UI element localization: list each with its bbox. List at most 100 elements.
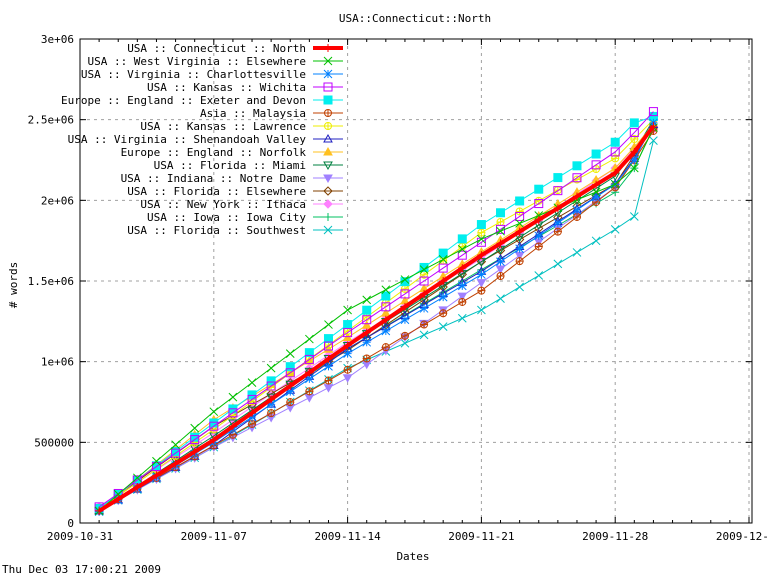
data-point-box [171,448,181,458]
legend-entry: USA :: Connecticut :: North [127,42,343,55]
data-point-plus [496,239,505,248]
data-point-circle [458,297,467,306]
data-point-circle [381,343,390,352]
data-point-plus [324,213,332,221]
y-tick-label: 0 [67,517,74,530]
data-point-plus [114,495,123,504]
data-point-star [285,387,295,397]
data-point-star [323,69,333,79]
data-point-plus [515,227,524,236]
data-point-circle [400,284,409,293]
data-point-plus [95,506,104,515]
series-0 [95,122,658,515]
legend-label: USA :: Iowa :: Iowa City [147,211,306,224]
data-point-plus [592,180,601,189]
legend-entry: USA :: Kansas :: Wichita [147,81,343,94]
data-point-box [610,147,620,157]
y-tick-label: 2.5e+06 [28,114,74,127]
legend-label: USA :: Virginia :: Charlottesville [81,68,306,81]
data-point-circle [515,257,524,266]
legend-label: USA :: Virginia :: Shenandoah Valley [68,133,307,146]
data-point-filled-triangle [380,308,391,317]
data-point-circle [420,320,429,329]
series-3 [94,107,658,512]
data-point-cross [610,225,620,234]
data-point-star [477,270,486,279]
data-point-circle [343,365,352,374]
data-point-cross [419,265,429,274]
legend-label: USA :: Indiana :: Notre Dame [121,172,306,185]
data-point-cross [305,334,314,344]
series-line [98,124,656,513]
data-point-down-triangle [323,161,333,171]
data-point-filled-box [381,291,391,301]
data-point-box [476,237,486,247]
data-point-cross [190,423,200,433]
data-point-star [591,192,601,202]
legend-entry: USA :: Florida :: Miami [154,159,343,172]
data-point-plus [611,168,620,177]
data-point-box [400,289,410,299]
data-point-filled-box [304,348,314,358]
data-point-plus [477,251,486,260]
data-point-cross [362,295,372,305]
series-line [98,111,654,508]
data-point-cross [496,226,505,236]
data-point-filled-box [591,149,601,159]
data-point-box [419,276,429,286]
data-point-plus [171,459,180,468]
data-point-filled-triangle [361,320,372,329]
data-point-star [305,374,314,384]
data-point-box [343,328,353,338]
legend-label: USA :: Kansas :: Lawrence [140,120,306,133]
data-point-plus [324,354,333,363]
data-point-cross [285,349,295,358]
data-point-box [247,394,257,404]
data-point-circle [572,212,581,221]
data-point-circle [553,227,562,236]
data-point-filled-box [457,234,467,244]
data-point-filled-box [572,161,582,171]
legend-label: USA :: West Virginia :: Elsewhere [87,55,306,68]
data-point-filled-box [553,173,563,183]
data-point-filled-down-triangle [476,279,487,288]
x-tick-label: 2009-11-28 [582,530,648,543]
data-point-diamond [419,295,429,305]
data-point-plus [420,289,429,298]
data-point-cross [629,163,639,173]
legend-label: USA :: Florida :: Southwest [127,224,306,237]
data-point-cross [610,179,620,189]
data-point-plus [553,204,562,213]
data-point-filled-box [629,118,639,128]
legend-entry: Europe :: England :: Norfolk [121,146,343,159]
data-point-plus [248,408,257,417]
data-point-circle [267,409,276,418]
data-point-cross [419,330,429,340]
legend-entry: USA :: Indiana :: Notre Dame [121,172,343,185]
y-axis-label: # words [7,262,20,308]
data-point-circle [439,309,448,318]
data-point-filled-box [323,95,333,105]
data-point-circle [477,228,486,237]
data-point-filled-box [438,248,448,258]
data-point-filled-box [343,320,353,330]
data-point-box [438,263,448,273]
legend-entry: USA :: West Virginia :: Elsewhere [87,55,343,68]
data-point-plus [362,328,371,337]
x-tick-label: 2009-11-21 [448,530,514,543]
data-point-plus [439,277,448,285]
legend-entry: USA :: Florida :: Southwest [127,224,343,237]
data-point-diamond [323,186,333,196]
data-point-plus [305,368,314,377]
x-tick-label: 2009-12-05 [716,530,768,543]
data-point-cross [266,363,276,373]
legend-label: Asia :: Malaysia [200,107,306,120]
data-point-cross [324,320,333,329]
data-point-star [496,257,505,266]
data-point-filled-down-triangle [304,394,315,403]
data-point-triangle [323,133,333,143]
data-point-star [247,412,257,422]
chart-title: USA::Connecticut::North [339,12,491,25]
